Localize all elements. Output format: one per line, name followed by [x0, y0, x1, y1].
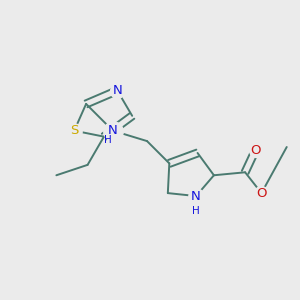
- Text: N: N: [108, 124, 118, 137]
- Text: O: O: [256, 187, 267, 200]
- Text: N: N: [191, 190, 201, 202]
- Text: N: N: [112, 84, 122, 97]
- Text: H: H: [192, 206, 200, 216]
- Text: H: H: [104, 135, 112, 145]
- Text: O: O: [250, 143, 261, 157]
- Text: S: S: [70, 124, 78, 137]
